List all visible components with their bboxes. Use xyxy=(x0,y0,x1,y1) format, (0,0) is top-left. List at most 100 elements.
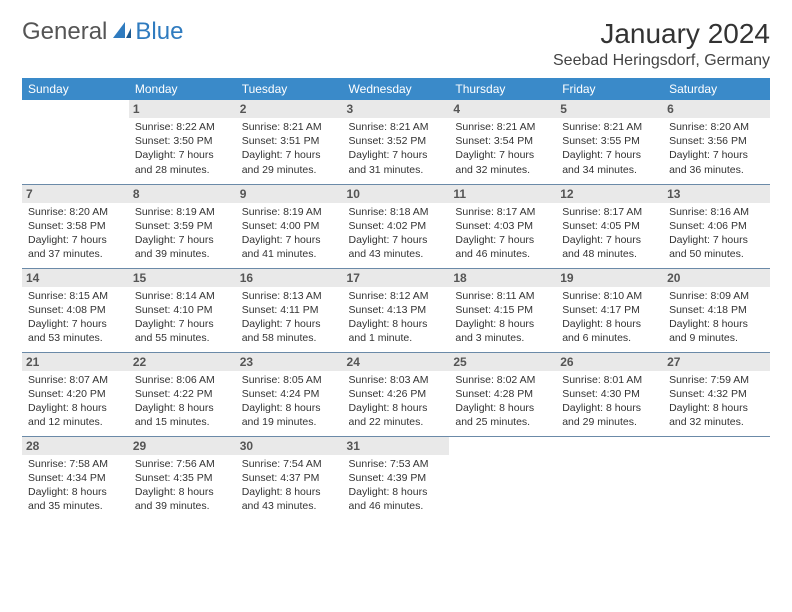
dow-saturday: Saturday xyxy=(663,78,770,100)
daylight-line-2: and 53 minutes. xyxy=(28,331,123,345)
daylight-line-1: Daylight: 7 hours xyxy=(669,233,764,247)
day-cell: 3 Sunrise: 8:21 AMSunset: 3:52 PMDaylight… xyxy=(343,100,450,184)
location-subtitle: Seebad Heringsdorf, Germany xyxy=(553,52,770,70)
sunrise-line: Sunrise: 8:11 AM xyxy=(455,289,550,303)
daylight-line-2: and 39 minutes. xyxy=(135,499,230,513)
sunrise-line: Sunrise: 8:19 AM xyxy=(242,205,337,219)
day-number: 26 xyxy=(556,353,663,371)
day-details: Sunrise: 8:21 AMSunset: 3:52 PMDaylight:… xyxy=(349,120,444,177)
daylight-line-1: Daylight: 7 hours xyxy=(242,317,337,331)
title-block: January 2024 Seebad Heringsdorf, Germany xyxy=(553,18,770,70)
daylight-line-2: and 22 minutes. xyxy=(349,415,444,429)
day-number: 3 xyxy=(343,100,450,118)
day-cell: 4Sunrise: 8:21 AMSunset: 3:54 PMDaylight… xyxy=(449,100,556,184)
day-number: 19 xyxy=(556,269,663,287)
logo-text-general: General xyxy=(22,18,107,46)
daylight-line-2: and 46 minutes. xyxy=(349,499,444,513)
day-details: Sunrise: 8:19 AMSunset: 4:00 PMDaylight:… xyxy=(242,205,337,262)
sunset-line: Sunset: 3:58 PM xyxy=(28,219,123,233)
week-row: 14 Sunrise: 8:15 AMSunset: 4:08 PMDayligh… xyxy=(22,268,770,352)
daylight-line-2: and 28 minutes. xyxy=(135,163,230,177)
week-row: 28Sunrise: 7:58 AMSunset: 4:34 PMDayligh… xyxy=(22,436,770,520)
daylight-line-2: and 15 minutes. xyxy=(135,415,230,429)
day-cell: 2 Sunrise: 8:21 AMSunset: 3:51 PMDaylight… xyxy=(236,100,343,184)
daylight-line-2: and 50 minutes. xyxy=(669,247,764,261)
daylight-line-2: and 35 minutes. xyxy=(28,499,123,513)
day-details: Sunrise: 8:02 AMSunset: 4:28 PMDaylight:… xyxy=(455,373,550,430)
sunset-line: Sunset: 4:20 PM xyxy=(28,387,123,401)
sunset-line: Sunset: 3:52 PM xyxy=(349,134,444,148)
day-cell: 25 Sunrise: 8:02 AMSunset: 4:28 PMDayligh… xyxy=(449,352,556,436)
day-cell: 15Sunrise: 8:14 AMSunset: 4:10 PMDayligh… xyxy=(129,268,236,352)
sunset-line: Sunset: 4:08 PM xyxy=(28,303,123,317)
daylight-line-1: Daylight: 8 hours xyxy=(455,317,550,331)
day-details: Sunrise: 8:15 AMSunset: 4:08 PMDaylight:… xyxy=(28,289,123,346)
day-cell: 5 Sunrise: 8:21 AMSunset: 3:55 PMDaylight… xyxy=(556,100,663,184)
daylight-line-2: and 19 minutes. xyxy=(242,415,337,429)
day-details: Sunrise: 8:18 AMSunset: 4:02 PMDaylight:… xyxy=(349,205,444,262)
day-number: 14 xyxy=(22,269,129,287)
day-cell: 17Sunrise: 8:12 AMSunset: 4:13 PMDayligh… xyxy=(343,268,450,352)
day-cell: 18Sunrise: 8:11 AMSunset: 4:15 PMDayligh… xyxy=(449,268,556,352)
day-cell: 24Sunrise: 8:03 AMSunset: 4:26 PMDayligh… xyxy=(343,352,450,436)
logo-sail-icon xyxy=(111,20,133,45)
week-row: 21Sunrise: 8:07 AMSunset: 4:20 PMDayligh… xyxy=(22,352,770,436)
daylight-line-1: Daylight: 7 hours xyxy=(242,233,337,247)
day-details: Sunrise: 8:21 AMSunset: 3:51 PMDaylight:… xyxy=(242,120,337,177)
sunrise-line: Sunrise: 8:17 AM xyxy=(455,205,550,219)
day-number: 6 xyxy=(663,100,770,118)
daylight-line-2: and 25 minutes. xyxy=(455,415,550,429)
sunrise-line: Sunrise: 8:06 AM xyxy=(135,373,230,387)
week-row: 1Sunrise: 8:22 AMSunset: 3:50 PMDaylight… xyxy=(22,100,770,184)
day-number: 12 xyxy=(556,185,663,203)
day-number: 10 xyxy=(343,185,450,203)
day-of-week-header: Sunday Monday Tuesday Wednesday Thursday… xyxy=(22,78,770,100)
day-cell: 9Sunrise: 8:19 AMSunset: 4:00 PMDaylight… xyxy=(236,184,343,268)
day-details: Sunrise: 8:16 AMSunset: 4:06 PMDaylight:… xyxy=(669,205,764,262)
daylight-line-1: Daylight: 7 hours xyxy=(135,233,230,247)
day-cell: 1Sunrise: 8:22 AMSunset: 3:50 PMDaylight… xyxy=(129,100,236,184)
sunrise-line: Sunrise: 8:17 AM xyxy=(562,205,657,219)
daylight-line-2: and 41 minutes. xyxy=(242,247,337,261)
day-details: Sunrise: 8:09 AMSunset: 4:18 PMDaylight:… xyxy=(669,289,764,346)
sunrise-line: Sunrise: 8:22 AM xyxy=(135,120,230,134)
day-number: 2 xyxy=(236,100,343,118)
day-cell: 10 Sunrise: 8:18 AMSunset: 4:02 PMDayligh… xyxy=(343,184,450,268)
daylight-line-1: Daylight: 8 hours xyxy=(242,485,337,499)
sunrise-line: Sunrise: 8:07 AM xyxy=(28,373,123,387)
day-cell: 14 Sunrise: 8:15 AMSunset: 4:08 PMDayligh… xyxy=(22,268,129,352)
day-number: 18 xyxy=(449,269,556,287)
sunrise-line: Sunrise: 8:10 AM xyxy=(562,289,657,303)
day-number: 25 xyxy=(449,353,556,371)
sunset-line: Sunset: 4:05 PM xyxy=(562,219,657,233)
day-cell: 8Sunrise: 8:19 AMSunset: 3:59 PMDaylight… xyxy=(129,184,236,268)
daylight-line-1: Daylight: 8 hours xyxy=(349,401,444,415)
day-details: Sunrise: 8:07 AMSunset: 4:20 PMDaylight:… xyxy=(28,373,123,430)
daylight-line-1: Daylight: 7 hours xyxy=(455,148,550,162)
daylight-line-1: Daylight: 7 hours xyxy=(349,233,444,247)
day-number: 13 xyxy=(663,185,770,203)
dow-tuesday: Tuesday xyxy=(236,78,343,100)
daylight-line-2: and 12 minutes. xyxy=(28,415,123,429)
day-cell: 13 Sunrise: 8:16 AMSunset: 4:06 PMDayligh… xyxy=(663,184,770,268)
daylight-line-2: and 43 minutes. xyxy=(349,247,444,261)
day-number: 5 xyxy=(556,100,663,118)
sunrise-line: Sunrise: 8:21 AM xyxy=(242,120,337,134)
daylight-line-1: Daylight: 8 hours xyxy=(28,401,123,415)
sunset-line: Sunset: 3:51 PM xyxy=(242,134,337,148)
sunrise-line: Sunrise: 8:02 AM xyxy=(455,373,550,387)
day-number: 28 xyxy=(22,437,129,455)
sunset-line: Sunset: 4:17 PM xyxy=(562,303,657,317)
daylight-line-1: Daylight: 7 hours xyxy=(135,317,230,331)
daylight-line-1: Daylight: 8 hours xyxy=(669,317,764,331)
day-number: 31 xyxy=(343,437,450,455)
sunrise-line: Sunrise: 8:18 AM xyxy=(349,205,444,219)
day-details: Sunrise: 8:21 AMSunset: 3:55 PMDaylight:… xyxy=(562,120,657,177)
sunrise-line: Sunrise: 8:12 AM xyxy=(349,289,444,303)
logo: General Blue xyxy=(22,18,183,46)
sunrise-line: Sunrise: 8:03 AM xyxy=(349,373,444,387)
daylight-line-1: Daylight: 8 hours xyxy=(349,317,444,331)
day-cell xyxy=(449,436,556,520)
sunset-line: Sunset: 4:11 PM xyxy=(242,303,337,317)
daylight-line-2: and 48 minutes. xyxy=(562,247,657,261)
